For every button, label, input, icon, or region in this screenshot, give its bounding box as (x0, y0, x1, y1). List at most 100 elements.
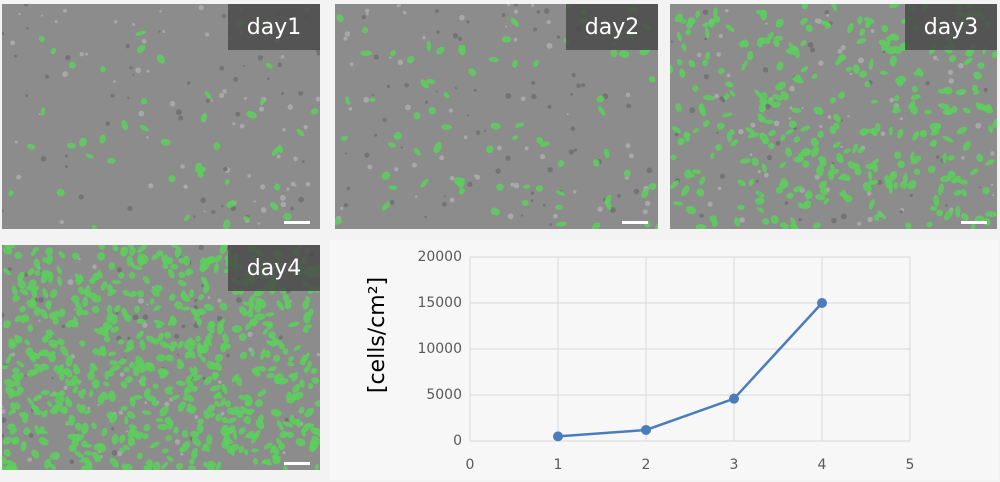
cell (48, 353, 56, 363)
cell (188, 405, 197, 414)
cell (220, 398, 226, 407)
cell (9, 427, 18, 435)
texture (961, 156, 965, 160)
texture (67, 279, 74, 286)
cell (108, 390, 116, 403)
texture (10, 40, 16, 46)
cell (79, 137, 87, 147)
cell (841, 189, 847, 198)
cell (168, 175, 176, 183)
texture (807, 41, 814, 48)
cell (870, 158, 880, 166)
cell (189, 291, 194, 298)
texture (247, 331, 253, 338)
texture (111, 450, 118, 456)
cell (226, 417, 237, 424)
texture (239, 123, 245, 129)
texture (400, 146, 403, 149)
cell (785, 128, 795, 135)
cell (436, 46, 445, 55)
texture (831, 217, 837, 224)
cell (947, 155, 955, 161)
texture (566, 113, 569, 116)
cell (891, 107, 901, 114)
cell (292, 384, 301, 393)
texture (628, 153, 634, 159)
cell (50, 47, 57, 55)
texture (543, 8, 550, 14)
cell (76, 403, 85, 414)
cell (108, 262, 116, 270)
cell (145, 363, 156, 372)
texture (373, 54, 379, 60)
texture (396, 4, 400, 8)
texture (280, 201, 287, 208)
cell (535, 185, 544, 192)
cell (187, 395, 194, 403)
cell (206, 404, 216, 414)
texture (424, 100, 429, 104)
texture (38, 297, 44, 303)
cell (823, 198, 830, 205)
cell (698, 103, 705, 114)
cell (169, 341, 178, 349)
cell (673, 201, 684, 206)
cell (299, 406, 305, 414)
texture (290, 206, 294, 211)
cell (555, 190, 565, 196)
cell (214, 362, 223, 372)
cell (785, 147, 792, 157)
cell (65, 396, 70, 405)
texture (257, 221, 261, 225)
cell (199, 263, 207, 273)
cell (106, 304, 113, 314)
texture (435, 8, 440, 13)
texture (169, 100, 176, 107)
cell (648, 182, 657, 190)
micrograph: day1 (2, 4, 320, 229)
cell (833, 122, 840, 130)
texture (717, 186, 722, 191)
texture (556, 35, 561, 39)
texture (2, 433, 5, 438)
cell (510, 17, 519, 27)
cell (282, 421, 294, 428)
texture (755, 179, 759, 183)
cell (747, 50, 754, 61)
cell (295, 438, 306, 447)
cell (992, 117, 997, 128)
cell (122, 445, 130, 451)
cell (314, 400, 320, 407)
cell (80, 422, 89, 435)
cell (269, 339, 278, 347)
cell (870, 127, 878, 137)
cell (942, 135, 954, 143)
cell (214, 400, 221, 408)
cell (221, 424, 229, 432)
cell (212, 372, 220, 379)
cell (734, 217, 741, 227)
texture (473, 88, 477, 92)
texture (948, 78, 955, 84)
texture (880, 131, 886, 137)
texture (298, 90, 304, 96)
cell (114, 304, 121, 313)
texture (707, 201, 713, 207)
cell (174, 246, 182, 258)
cell (58, 368, 70, 375)
cell (676, 31, 683, 42)
texture (18, 12, 21, 16)
texture (54, 20, 58, 24)
cell (166, 257, 174, 265)
cell (46, 331, 55, 340)
texture (857, 221, 862, 226)
cell (214, 353, 224, 363)
cell (107, 289, 117, 296)
cell (203, 303, 214, 312)
texture (38, 319, 41, 322)
cell (97, 345, 106, 356)
cell (221, 440, 230, 449)
cell (686, 172, 695, 178)
texture (788, 117, 792, 120)
cell (677, 137, 685, 146)
